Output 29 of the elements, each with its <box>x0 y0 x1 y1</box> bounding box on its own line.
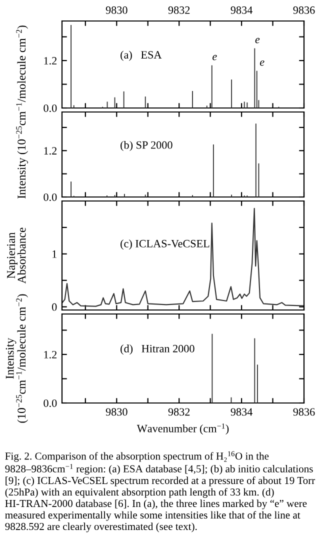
annotation: (a) ESA <box>120 50 162 61</box>
annotation: e <box>260 60 264 66</box>
y-tick-label: 0.0 <box>44 399 57 408</box>
x2-tick-label: 9830 <box>106 6 128 14</box>
y-tick-label: 0 <box>52 303 57 311</box>
x2-tick-label: 9834 <box>230 6 252 14</box>
x-tick-label: 9834 <box>230 408 252 416</box>
y-axis-title: Intensity (10$^{−25}$cm$^{−1}$/molecule cm$^{−2}$) <box>16 26 28 199</box>
y-tick-label: 1.2 <box>44 147 57 155</box>
x2-tick-label: 9836 <box>293 6 315 14</box>
annotation: (c) ICLAS-VeCSEL <box>120 240 210 250</box>
y-tick-label: 1.2 <box>44 350 57 358</box>
annotation: (b) SP 2000 <box>120 140 172 152</box>
annotation: (d) Hitran 2000 <box>120 344 194 355</box>
y-tick-label: 1 <box>52 250 56 258</box>
annotation: e <box>212 54 217 60</box>
x-axis-title: Wavenumber (cm$^{−1}$) <box>136 423 229 435</box>
y-axis-title: Napierian Absorbance <box>7 228 26 284</box>
y-tick-label: 0.0 <box>44 193 57 202</box>
y-tick-label: 1.2 <box>44 57 57 65</box>
annotation: e <box>255 38 260 44</box>
text: Intensity (10$^{−25}$cm$^{−1}$/molecule cm$^{−2}$) <box>6 294 28 423</box>
x-tick-label: 9832 <box>168 408 190 416</box>
x-tick-label: 9830 <box>106 408 128 416</box>
y-tick-label: 0.0 <box>44 104 57 112</box>
text: Fig. 2. Comparison of the absorption spectrum of H₂$^{16}$O in the 9828–9836cm$^{−1}$ region: (a) ESA database [4,5]; (b) ab initio calculations [9]; (c) ICLAS-VeCSEL spectrum recorded at a pressure of about 19 Torr (25hPa) with an equivalent absorption path length of 33 km. (d) HI-TRAN-2000 database [6]. In (a), the three lines marked by “e” were measured experimentally while some intensities like that of the line at 9828.592 are clearly overestimated (see text). <box>5 451 316 532</box>
x2-tick-label: 9832 <box>168 6 190 14</box>
x-tick-label: 9836 <box>293 408 315 416</box>
line-series <box>62 208 304 307</box>
